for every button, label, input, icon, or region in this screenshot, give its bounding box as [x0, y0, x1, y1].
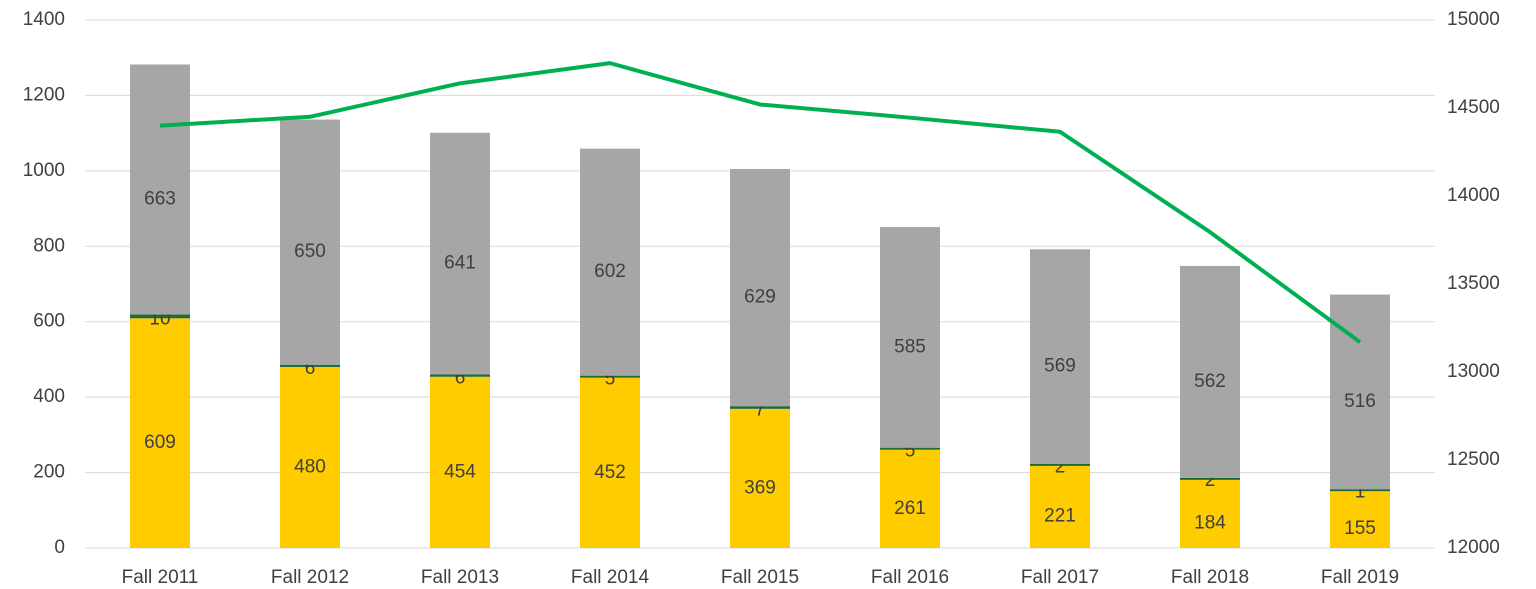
x-tick-label: Fall 2016	[871, 567, 949, 588]
bar-segment	[1030, 249, 1090, 464]
data-label: 454	[444, 461, 476, 482]
y-tick-label: 1400	[23, 9, 65, 30]
data-label: 569	[1044, 356, 1076, 377]
bar-segment	[1030, 464, 1090, 548]
x-tick-label: Fall 2017	[1021, 567, 1099, 588]
data-label: 369	[744, 477, 776, 498]
line-series	[159, 61, 1362, 344]
x-tick-label: Fall 2018	[1171, 567, 1249, 588]
bar-segment	[580, 377, 640, 548]
data-label: 663	[144, 189, 176, 210]
data-label: 452	[594, 462, 626, 483]
bar-segment	[280, 366, 340, 548]
y2-tick-label: 14000	[1447, 185, 1500, 206]
data-label: 480	[294, 457, 326, 478]
bar-segment	[130, 314, 190, 319]
data-label: 516	[1344, 391, 1376, 412]
y-tick-label: 400	[33, 386, 65, 407]
y2-tick-label: 13500	[1447, 273, 1500, 294]
x-tick-label: Fall 2012	[271, 567, 349, 588]
bar-segment	[130, 64, 190, 315]
data-label: 562	[1194, 371, 1226, 392]
data-label: 585	[894, 336, 926, 357]
data-label: 184	[1194, 512, 1226, 533]
bar-segment	[730, 408, 790, 548]
bar-segment	[880, 447, 940, 450]
y-tick-label: 1000	[23, 160, 65, 181]
data-label: 6	[305, 358, 316, 379]
y2-tick-label: 13000	[1447, 361, 1500, 382]
x-tick-label: Fall 2013	[421, 567, 499, 588]
bar-segment	[1180, 478, 1240, 548]
bar-segment	[580, 375, 640, 378]
data-label: 261	[894, 498, 926, 519]
y-tick-label: 1200	[23, 84, 65, 105]
bar-segment	[1330, 489, 1390, 548]
y-tick-label: 800	[33, 235, 65, 256]
x-tick-label: Fall 2014	[571, 567, 650, 588]
bar-segment	[430, 132, 490, 375]
x-tick-label: Fall 2015	[721, 567, 799, 588]
bar-segment	[280, 364, 340, 367]
data-label: 221	[1044, 505, 1076, 526]
y2-tick-label: 12000	[1447, 537, 1500, 558]
x-tick-label: Fall 2011	[122, 567, 199, 588]
data-label: 602	[594, 261, 626, 282]
y-tick-label: 600	[33, 311, 65, 332]
data-label: 7	[755, 400, 766, 421]
y-tick-label: 200	[33, 462, 65, 483]
bar-segment	[1030, 463, 1090, 466]
data-label: 629	[744, 287, 776, 308]
bar-segment	[880, 227, 940, 448]
bar-segment	[430, 374, 490, 377]
bar-segment	[130, 318, 190, 548]
data-label: 609	[144, 432, 176, 453]
data-label: 5	[605, 369, 616, 390]
bar-segment	[580, 148, 640, 376]
bar-segment	[730, 406, 790, 409]
y-tick-label: 0	[54, 537, 65, 558]
bar-segment	[1330, 489, 1390, 492]
bar-segment	[730, 168, 790, 407]
y2-tick-label: 12500	[1447, 449, 1500, 470]
bar-segment	[430, 376, 490, 548]
bar-segment	[880, 449, 940, 548]
bar-segment	[1180, 265, 1240, 478]
data-label: 1	[1355, 481, 1366, 502]
y2-tick-label: 15000	[1447, 9, 1500, 30]
data-label: 2	[1055, 456, 1066, 477]
data-label: 6	[455, 368, 466, 389]
y2-tick-label: 14500	[1447, 97, 1500, 118]
bar-segment	[280, 119, 340, 365]
data-label: 5	[905, 441, 916, 462]
x-tick-label: Fall 2019	[1321, 567, 1399, 588]
data-label: 641	[444, 253, 476, 274]
bar-segment	[1180, 477, 1240, 480]
data-label: 2	[1205, 470, 1216, 491]
data-label: 155	[1344, 518, 1376, 539]
data-label: 650	[294, 241, 326, 262]
